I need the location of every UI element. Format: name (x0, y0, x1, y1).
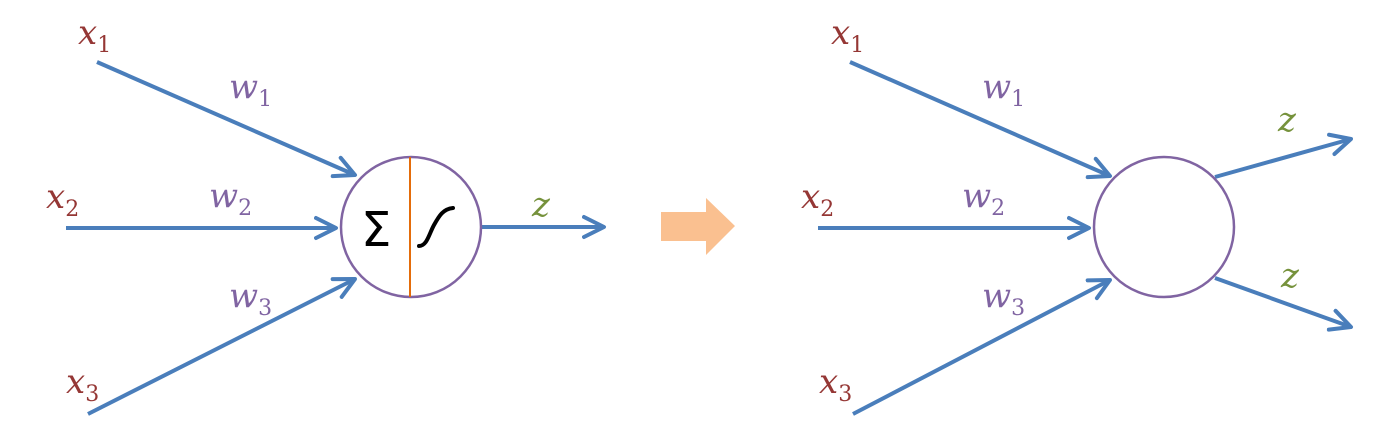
output-label-z2: z (1280, 256, 1300, 296)
input-label-x2: x2 (801, 177, 834, 222)
input-label-x3: x3 (819, 362, 852, 407)
right-neuron: x1 x2 x3 w1 w2 w3 z z (801, 13, 1353, 416)
input-label-x2: x2 (46, 177, 79, 222)
output-arrow-1 (1214, 132, 1353, 179)
input-label-x1: x1 (831, 13, 864, 58)
input-label-x1: x1 (78, 13, 111, 58)
output-label-z1: z (1277, 100, 1297, 140)
sigmoid-curve-icon (417, 206, 455, 248)
neuron-node (1092, 155, 1236, 299)
weight-label-w2: w2 (962, 176, 1005, 221)
sum-symbol: Σ (361, 202, 391, 258)
input-arrow-3 (852, 278, 1112, 416)
input-arrow-1 (849, 60, 1112, 180)
input-label-x3: x3 (66, 362, 99, 407)
left-neuron: Σ x1 x2 x3 w1 w2 w3 z (46, 13, 606, 416)
right-arrow-icon (661, 198, 735, 255)
weight-label-w1: w1 (229, 67, 272, 112)
weight-label-w2: w2 (209, 176, 252, 221)
input-arrow-1 (96, 60, 357, 179)
weight-label-w3: w3 (982, 276, 1025, 321)
output-arrow-2 (1214, 276, 1353, 332)
weight-label-w3: w3 (229, 276, 272, 321)
output-label-z: z (531, 185, 551, 225)
weight-label-w1: w1 (982, 67, 1025, 112)
input-arrow-3 (87, 277, 357, 416)
